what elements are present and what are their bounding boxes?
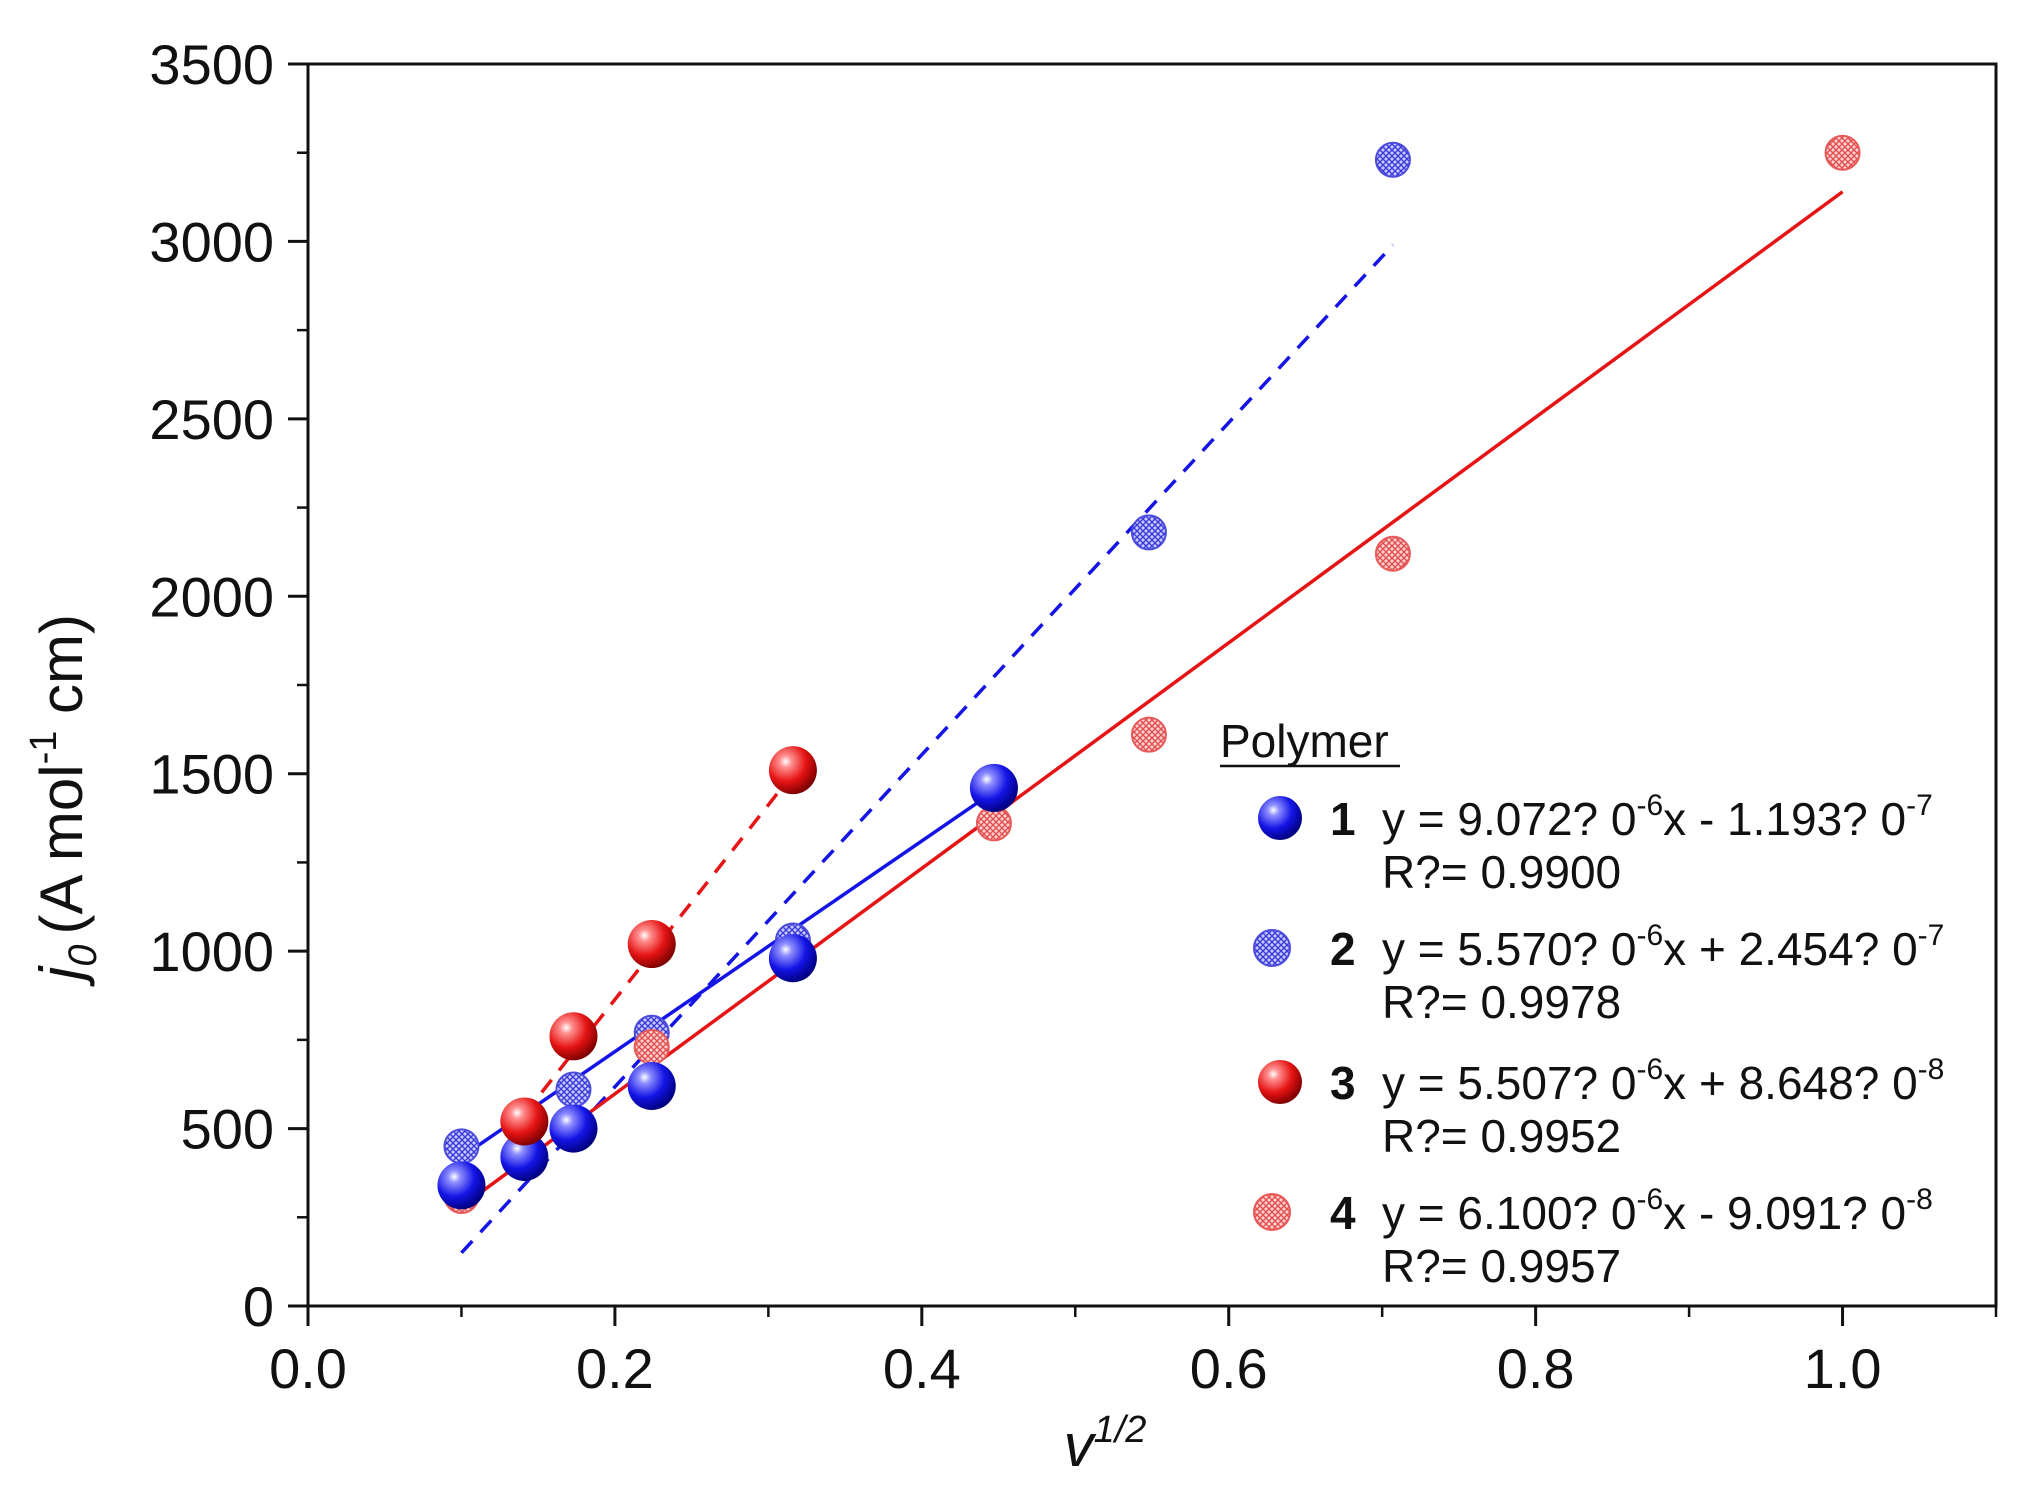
legend-r2-1: R?= 0.9900 <box>1382 846 1621 898</box>
legend-eq-pre-3: y = 5.507? 0 <box>1382 1057 1636 1109</box>
point-series-3 <box>549 1012 598 1061</box>
point-series-2 <box>555 1071 592 1108</box>
point-series-3 <box>500 1097 549 1146</box>
legend-r2-2: R?= 0.9978 <box>1382 976 1621 1028</box>
point-series-3 <box>627 920 676 969</box>
y-axis-title-j-sub: 0 <box>61 944 105 966</box>
legend-r2-3: R?= 0.9952 <box>1382 1110 1621 1162</box>
legend-label-2: 2 y = 5.570? 0-6x + 2.454? 0-7 <box>1330 919 1944 975</box>
legend-eq-sup1-2: -6 <box>1636 919 1663 952</box>
point-series-4 <box>633 1028 670 1065</box>
point-series-4 <box>1130 716 1167 753</box>
legend-eq-sup2-2: -7 <box>1918 919 1945 952</box>
x-axis-title: v1/2 <box>1064 1409 1147 1479</box>
y-tick-label: 2000 <box>149 565 274 628</box>
legend-eq-mid-3: x + 8.648? 0 <box>1663 1057 1917 1109</box>
fit-line-series-1 <box>460 790 995 1159</box>
x-tick-label: 0.0 <box>269 1337 347 1400</box>
y-tick-label: 1000 <box>149 920 274 983</box>
legend-eq-pre-2: y = 5.570? 0 <box>1382 923 1636 975</box>
legend-marker-1 <box>1258 796 1302 840</box>
point-series-4 <box>1824 134 1861 171</box>
fit-line-series-2 <box>460 243 1395 1254</box>
x-tick-label: 0.2 <box>576 1337 654 1400</box>
legend-r2-4: R?= 0.9957 <box>1382 1240 1621 1292</box>
x-axis-title-v: v <box>1064 1412 1097 1479</box>
legend-eq-sup1-4: -6 <box>1636 1183 1663 1216</box>
y-tick-label: 1500 <box>149 743 274 806</box>
legend-title: Polymer <box>1220 715 1389 767</box>
y-axis-title: j0 (A mol-1 cm) <box>23 614 105 987</box>
legend-entry-4: 4 y = 6.100? 0-6x - 9.091? 0-8 R?= 0.995… <box>1253 1183 1933 1292</box>
legend-marker-2 <box>1253 929 1291 967</box>
fit-lines <box>460 190 1844 1254</box>
point-series-1 <box>969 763 1018 812</box>
legend-eq-sup2-1: -7 <box>1906 789 1933 822</box>
y-tick-label: 3000 <box>149 210 274 273</box>
x-axis-ticks: 0.0 0.2 0.4 0.6 0.8 1.0 <box>269 1306 1998 1400</box>
x-axis-title-sup: 1/2 <box>1094 1409 1147 1451</box>
point-series-1 <box>500 1132 549 1181</box>
y-tick-label: 500 <box>181 1098 274 1161</box>
point-series-1 <box>627 1061 676 1110</box>
x-tick-label: 0.8 <box>1497 1337 1575 1400</box>
y-tick-label: 2500 <box>149 388 274 451</box>
legend: Polymer 1 y = 9.072? 0-6x - 1.193? 0-7 R… <box>1220 715 1944 1292</box>
point-series-4 <box>1374 535 1411 572</box>
point-series-1 <box>437 1161 486 1210</box>
x-tick-label: 0.4 <box>883 1337 961 1400</box>
y-axis-title-unit-pre: (A mol <box>28 764 95 934</box>
point-series-2 <box>1374 141 1411 178</box>
data-points <box>437 134 1861 1214</box>
legend-entry-3: 3 y = 5.507? 0-6x + 8.648? 0-8 R?= 0.995… <box>1258 1053 1944 1162</box>
y-tick-label: 3500 <box>149 33 274 96</box>
legend-eq-pre-4: y = 6.100? 0 <box>1382 1187 1636 1239</box>
legend-eq-sup1-3: -6 <box>1636 1053 1663 1086</box>
legend-marker-4 <box>1253 1193 1291 1231</box>
legend-eq-mid-1: x - 1.193? 0 <box>1663 793 1906 845</box>
point-series-2 <box>1130 514 1167 551</box>
point-series-1 <box>549 1104 598 1153</box>
fit-line-series-4 <box>460 190 1844 1209</box>
point-series-1 <box>768 934 817 983</box>
legend-eq-pre-1: y = 9.072? 0 <box>1382 793 1636 845</box>
legend-eq-sup2-4: -8 <box>1906 1183 1933 1216</box>
y-tick-label: 0 <box>243 1275 274 1338</box>
legend-num-2: 2 <box>1330 923 1356 975</box>
legend-label-4: 4 y = 6.100? 0-6x - 9.091? 0-8 <box>1330 1183 1933 1239</box>
legend-label-3: 3 y = 5.507? 0-6x + 8.648? 0-8 <box>1330 1053 1944 1109</box>
point-series-2 <box>443 1128 480 1165</box>
legend-entry-2: 2 y = 5.570? 0-6x + 2.454? 0-7 R?= 0.997… <box>1253 919 1944 1028</box>
y-axis-title-unit-post: cm) <box>28 614 95 731</box>
legend-eq-mid-4: x - 9.091? 0 <box>1663 1187 1906 1239</box>
legend-entry-1: 1 y = 9.072? 0-6x - 1.193? 0-7 R?= 0.990… <box>1258 789 1933 898</box>
y-axis-title-unit-sup: -1 <box>23 731 65 765</box>
legend-marker-3 <box>1258 1060 1302 1104</box>
legend-eq-mid-2: x + 2.454? 0 <box>1663 923 1917 975</box>
y-axis-ticks: 0 500 1000 1500 2000 2500 3000 3500 <box>149 33 308 1338</box>
x-tick-label: 0.6 <box>1190 1337 1268 1400</box>
legend-num-1: 1 <box>1330 793 1356 845</box>
legend-eq-sup2-3: -8 <box>1918 1053 1945 1086</box>
legend-eq-sup1-1: -6 <box>1636 789 1663 822</box>
x-tick-label: 1.0 <box>1804 1337 1882 1400</box>
y-axis-title-j: j <box>28 965 95 987</box>
point-series-3 <box>768 746 817 795</box>
legend-num-4: 4 <box>1330 1187 1356 1239</box>
legend-num-3: 3 <box>1330 1057 1356 1109</box>
legend-label-1: 1 y = 9.072? 0-6x - 1.193? 0-7 <box>1330 789 1933 845</box>
